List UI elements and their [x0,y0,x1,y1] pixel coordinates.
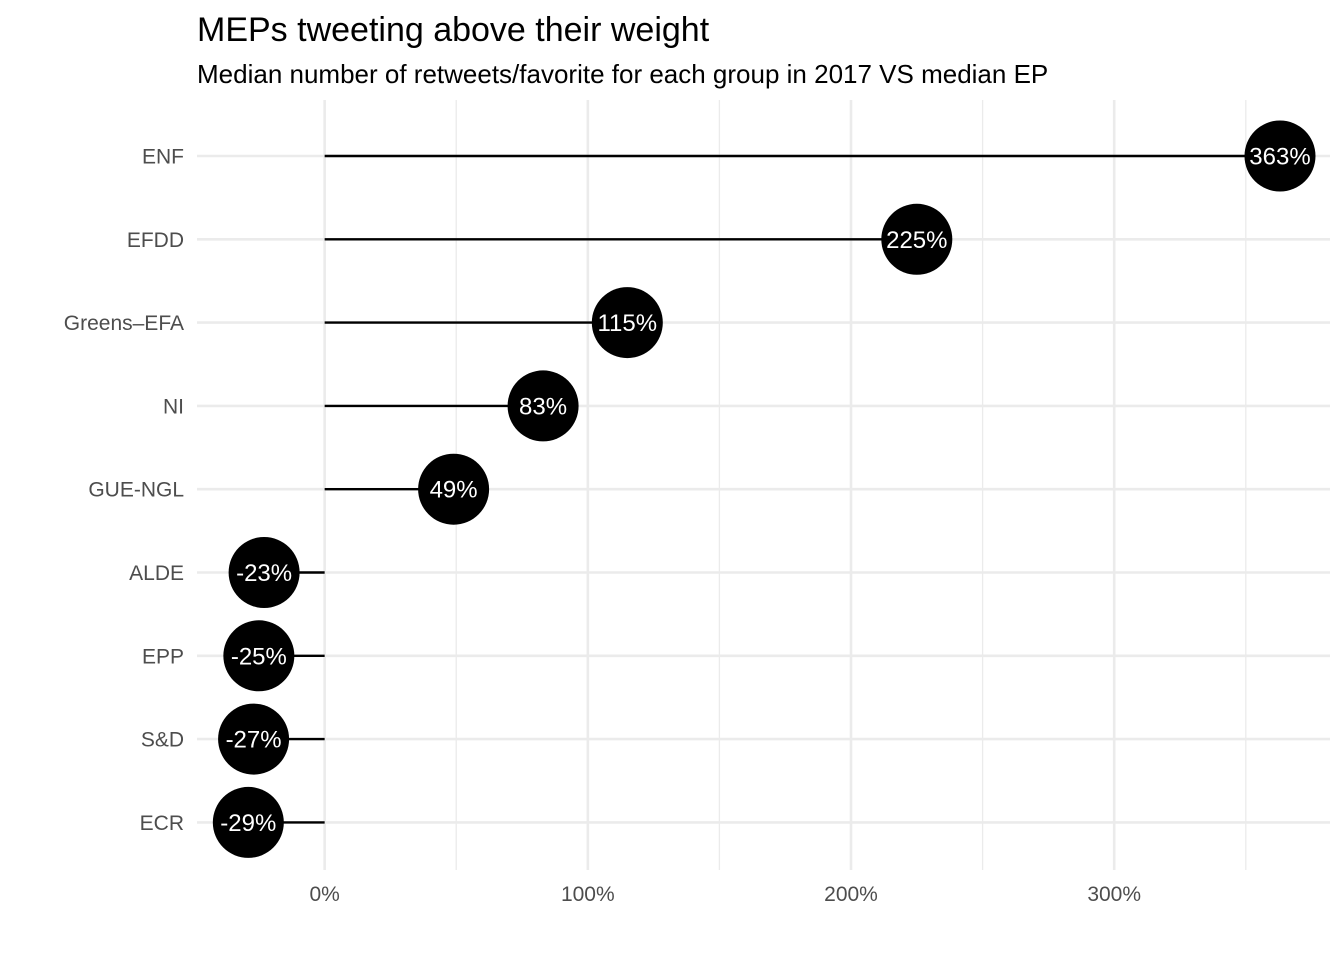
lollipop-point [1244,120,1316,192]
data-label: 225% [886,227,947,254]
lollipop-point [507,370,579,442]
y-tick-label: ENF [142,146,184,169]
data-label: -23% [236,560,292,587]
x-axis-tick-labels: 0% 100% 200% 300% [309,883,1141,906]
y-axis-tick-labels: ENF EFDD Greens–EFA NI GUE-NGL ALDE EPP S&D ECR [64,146,184,835]
data-labels: 363% 225% 115% 83% 49% -23% -25% -27% -29% [220,144,1310,837]
x-tick-label: 100% [561,883,615,906]
lollipop-point [218,703,290,775]
x-tick-label: 300% [1087,883,1141,906]
data-label: 115% [597,310,657,337]
y-tick-label: EFDD [127,229,184,252]
lollipop-point [418,453,490,525]
lollipop-points [212,120,1316,858]
data-label: 363% [1249,144,1310,171]
x-tick-label: 200% [824,883,878,906]
data-label: 83% [519,393,567,420]
y-tick-label: EPP [142,645,184,668]
data-label: -25% [231,643,287,670]
x-tick-label: 0% [309,883,339,906]
chart-title: MEPs tweeting above their weight [197,11,710,49]
y-tick-label: S&D [141,729,184,752]
lollipop-point [228,537,300,608]
y-tick-label: GUE-NGL [88,479,184,502]
data-label: -27% [226,727,282,754]
y-tick-label: NI [163,395,184,418]
y-tick-label: Greens–EFA [64,312,184,335]
y-tick-label: ECR [140,812,184,835]
chart-subtitle: Median number of retweets/favorite for e… [197,59,1048,89]
lollipop-point [223,620,295,692]
data-label: 49% [430,477,478,504]
lollipop-point [212,786,284,858]
data-label: -29% [220,810,276,837]
lollipop-point [881,203,953,275]
lollipop-point [591,287,663,359]
y-tick-label: ALDE [129,562,184,585]
grid-lines [197,100,1330,870]
